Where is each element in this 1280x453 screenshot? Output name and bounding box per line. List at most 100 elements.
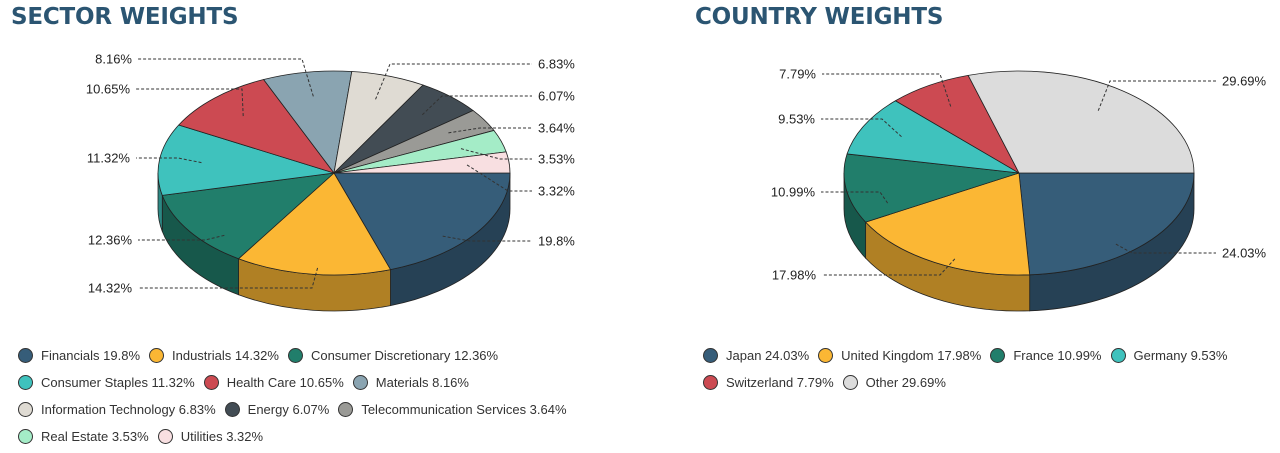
legend-label: Germany 9.53% bbox=[1133, 348, 1228, 363]
financials-value-label: 19.8% bbox=[538, 234, 575, 249]
industrials-value-label: 14.32% bbox=[88, 281, 133, 296]
legend-swatch-energy bbox=[224, 402, 240, 417]
legend-swatch-telecommunication-services bbox=[338, 402, 354, 417]
legend-item-united-kingdom[interactable]: United Kingdom 17.98% bbox=[818, 348, 981, 363]
legend-label: United Kingdom 17.98% bbox=[841, 348, 982, 363]
legend-item-energy[interactable]: Energy 6.07% bbox=[224, 402, 330, 417]
telecommunication-services-value-label: 3.64% bbox=[538, 121, 575, 136]
consumer-discretionary-value-label: 12.36% bbox=[88, 233, 133, 248]
energy-leader-line bbox=[421, 95, 532, 116]
health-care-leader-line bbox=[136, 88, 244, 117]
legend-row: Information Technology 6.83% Energy 6.07%… bbox=[18, 396, 576, 423]
consumer-discretionary-leader-line bbox=[138, 234, 225, 241]
legend-item-industrials[interactable]: Industrials 14.32% bbox=[149, 348, 279, 363]
legend-item-materials[interactable]: Materials 8.16% bbox=[352, 375, 469, 390]
legend-swatch-other bbox=[842, 375, 858, 390]
united-kingdom-leader-line bbox=[822, 258, 956, 276]
legend-swatch-japan bbox=[703, 348, 718, 363]
legend-swatch-industrials bbox=[149, 348, 164, 363]
france-slice[interactable] bbox=[843, 153, 1020, 223]
legend-row: Real Estate 3.53% Utilities 3.32% bbox=[18, 423, 576, 450]
legend-row: Financials 19.8% Industrials 14.32% Consum… bbox=[18, 342, 576, 369]
legend-item-france[interactable]: France 10.99% bbox=[990, 348, 1102, 363]
legend-label: Real Estate 3.53% bbox=[41, 429, 149, 444]
legend-swatch-consumer-discretionary bbox=[287, 348, 303, 363]
germany-slice[interactable] bbox=[846, 100, 1020, 174]
switzerland-leader-line bbox=[822, 73, 952, 107]
energy-value-label: 6.07% bbox=[538, 89, 575, 104]
united-kingdom-value-label: 17.98% bbox=[772, 268, 817, 283]
industrials-slice[interactable] bbox=[238, 172, 391, 276]
health-care-slice[interactable] bbox=[178, 79, 335, 174]
country-weights-title: COUNTRY WEIGHTS bbox=[695, 4, 944, 30]
other-slice[interactable] bbox=[967, 70, 1195, 174]
health-care-value-label: 10.65% bbox=[86, 82, 131, 97]
real-estate-leader-line bbox=[460, 148, 532, 160]
legend-swatch-united-kingdom bbox=[818, 348, 834, 363]
consumer-staples-slice[interactable] bbox=[157, 124, 335, 196]
information-technology-value-label: 6.83% bbox=[538, 57, 575, 72]
industrials-leader-line bbox=[138, 267, 319, 289]
legend-swatch-materials bbox=[352, 375, 368, 390]
japan-value-label: 24.03% bbox=[1222, 246, 1267, 261]
japan-slice[interactable] bbox=[1018, 172, 1195, 276]
financials-leader-line bbox=[442, 235, 532, 242]
legend-swatch-consumer-staples bbox=[18, 375, 33, 390]
real-estate-value-label: 3.53% bbox=[538, 152, 575, 167]
legend-label: Other 29.69% bbox=[865, 375, 946, 390]
legend-row: Japan 24.03% United Kingdom 17.98% France … bbox=[703, 342, 1236, 369]
legend-item-information-technology[interactable]: Information Technology 6.83% bbox=[18, 402, 216, 417]
legend-item-consumer-staples[interactable]: Consumer Staples 11.32% bbox=[18, 375, 195, 390]
consumer-staples-value-label: 11.32% bbox=[87, 151, 131, 166]
united-kingdom-slice[interactable] bbox=[865, 172, 1031, 276]
other-leader-line bbox=[1097, 80, 1216, 111]
financials-slice[interactable] bbox=[333, 172, 511, 271]
consumer-discretionary-slice[interactable] bbox=[161, 172, 335, 260]
legend-label: Utilities 3.32% bbox=[180, 429, 264, 444]
utilities-slice[interactable] bbox=[333, 151, 511, 174]
utilities-value-label: 3.32% bbox=[538, 184, 575, 199]
legend-label: Japan 24.03% bbox=[726, 348, 810, 363]
legend-item-switzerland[interactable]: Switzerland 7.79% bbox=[703, 375, 834, 390]
legend-label: Energy 6.07% bbox=[247, 402, 330, 417]
country-weights-pie: 24.03% 17.98% 10.99% 9.53% 7.79% 29.69% bbox=[771, 67, 1267, 312]
country-legend: Japan 24.03% United Kingdom 17.98% France … bbox=[703, 342, 1236, 396]
legend-item-utilities[interactable]: Utilities 3.32% bbox=[157, 429, 264, 444]
legend-label: Materials 8.16% bbox=[375, 375, 469, 390]
legend-swatch-real-estate bbox=[18, 429, 33, 444]
legend-swatch-financials bbox=[18, 348, 33, 363]
legend-item-real-estate[interactable]: Real Estate 3.53% bbox=[18, 429, 149, 444]
japan-leader-line bbox=[1115, 243, 1216, 254]
legend-swatch-switzerland bbox=[703, 375, 718, 390]
legend-swatch-health-care bbox=[203, 375, 219, 390]
germany-value-label: 9.53% bbox=[778, 112, 815, 127]
legend-swatch-france bbox=[990, 348, 1006, 363]
germany-leader-line bbox=[821, 118, 902, 138]
legend-item-consumer-discretionary[interactable]: Consumer Discretionary 12.36% bbox=[287, 348, 499, 363]
sector-legend: Financials 19.8% Industrials 14.32% Consum… bbox=[18, 342, 576, 450]
legend-label: Health Care 10.65% bbox=[226, 375, 344, 390]
legend-item-telecommunication-services[interactable]: Telecommunication Services 3.64% bbox=[338, 402, 567, 417]
legend-item-financials[interactable]: Financials 19.8% bbox=[18, 348, 140, 363]
materials-slice[interactable] bbox=[263, 70, 353, 174]
legend-item-germany[interactable]: Germany 9.53% bbox=[1110, 348, 1228, 363]
sector-weights-pie: 19.8% 14.32% 12.36% 11.32% 10.65% 8.16% 6.83% 6… bbox=[86, 52, 575, 312]
legend-item-japan[interactable]: Japan 24.03% bbox=[703, 348, 809, 363]
legend-swatch-germany bbox=[1110, 348, 1126, 363]
legend-label: Switzerland 7.79% bbox=[726, 375, 834, 390]
france-leader-line bbox=[821, 191, 889, 204]
legend-item-health-care[interactable]: Health Care 10.65% bbox=[203, 375, 344, 390]
legend-row: Switzerland 7.79% Other 29.69% bbox=[703, 369, 1236, 396]
legend-label: Telecommunication Services 3.64% bbox=[361, 402, 567, 417]
consumer-staples-leader-line bbox=[136, 157, 202, 164]
legend-label: Financials 19.8% bbox=[41, 348, 140, 363]
telecommunication-services-leader-line bbox=[448, 127, 532, 134]
france-value-label: 10.99% bbox=[771, 185, 816, 200]
legend-label: Consumer Discretionary 12.36% bbox=[310, 348, 499, 363]
legend-label: Consumer Staples 11.32% bbox=[41, 375, 195, 390]
legend-label: Information Technology 6.83% bbox=[41, 402, 216, 417]
legend-item-other[interactable]: Other 29.69% bbox=[842, 375, 946, 390]
other-value-label: 29.69% bbox=[1222, 74, 1267, 89]
materials-value-label: 8.16% bbox=[95, 52, 132, 67]
